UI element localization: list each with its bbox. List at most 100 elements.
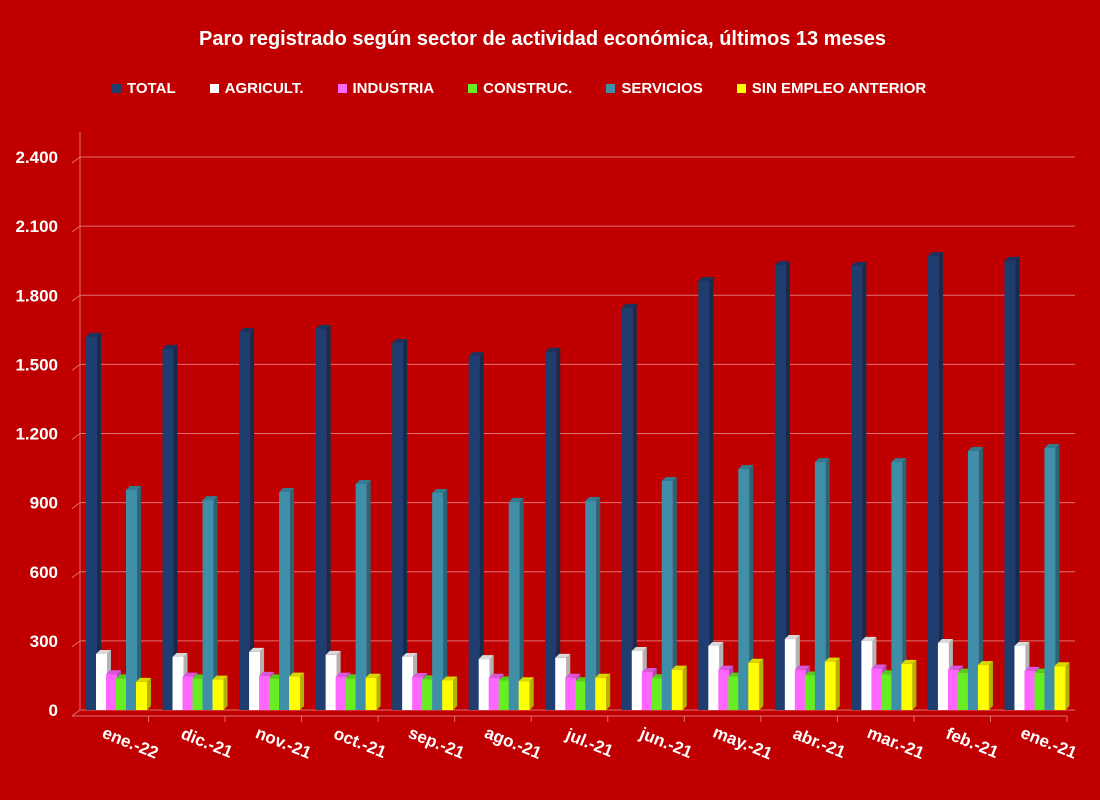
y-tick-label: 2.100	[15, 217, 58, 236]
bar-side	[300, 672, 305, 710]
bar-total	[162, 348, 174, 710]
bar-side	[606, 673, 611, 710]
bar-side	[1055, 444, 1060, 710]
bar-construc-	[728, 676, 740, 710]
chart-title: Paro registrado según sector de activida…	[199, 28, 886, 50]
bar-construc-	[269, 678, 281, 710]
bar-side	[453, 676, 458, 710]
bar-top	[289, 672, 305, 677]
bar-top	[136, 677, 151, 682]
bar-industria	[947, 669, 959, 710]
bar-side	[529, 677, 534, 710]
bar-side	[443, 488, 448, 710]
x-tick-label: may.-21	[710, 722, 775, 763]
bar-sin-empleo-anterior	[365, 677, 377, 710]
bar-top	[937, 638, 953, 643]
x-tick-label: jul.-21	[562, 725, 616, 761]
bar-top	[202, 496, 218, 501]
bar-sin-empleo-anterior	[212, 679, 224, 710]
y-tick-mark	[71, 640, 81, 648]
bar-construc-	[804, 675, 816, 710]
bar-servicios	[126, 489, 137, 710]
bar-servicios	[661, 480, 673, 710]
bar-sin-empleo-anterior	[1054, 666, 1066, 710]
legend-swatch	[337, 84, 347, 93]
bar-total	[468, 356, 480, 710]
bar-total	[86, 336, 97, 710]
bar-servicios	[432, 492, 444, 710]
bar-sin-empleo-anterior	[136, 681, 147, 710]
bar-top	[718, 665, 734, 670]
bar-top	[239, 328, 255, 333]
bar-servicios	[814, 462, 826, 710]
bar-sin-empleo-anterior	[442, 680, 454, 710]
bar-side	[213, 496, 218, 710]
bar-servicios	[891, 462, 903, 710]
bar-top	[182, 672, 198, 677]
bar-top	[212, 675, 228, 680]
bar-construc-	[192, 678, 204, 710]
bar-side	[137, 485, 141, 710]
bar-top	[249, 647, 265, 652]
bar-sin-empleo-anterior	[901, 663, 913, 710]
bar-side	[596, 497, 601, 710]
bar-top	[738, 464, 754, 469]
y-tick-label: 600	[30, 563, 58, 582]
bar-side	[1015, 256, 1020, 710]
y-tick-label: 900	[30, 494, 58, 513]
bar-top	[851, 261, 867, 266]
bar-top	[565, 673, 581, 678]
bar-total	[545, 351, 557, 710]
y-tick-mark	[71, 571, 81, 579]
legend-label: INDUSTRIA	[352, 80, 435, 97]
bar-agricult-	[96, 654, 107, 710]
bar-top	[861, 636, 877, 641]
bar-construc-	[116, 678, 127, 710]
y-tick-label: 1.500	[15, 355, 58, 374]
bar-construc-	[881, 674, 893, 710]
bar-agricult-	[631, 651, 643, 710]
legend-item: AGRICULT.	[209, 80, 304, 97]
x-tick-label: nov.-21	[253, 723, 314, 762]
bar-top	[555, 653, 571, 658]
bar-servicios	[355, 483, 367, 710]
bar-top	[508, 497, 524, 502]
y-tick-label: 1.800	[15, 286, 58, 305]
bar-side	[988, 661, 993, 710]
bar-top	[794, 665, 810, 670]
bar-industria	[794, 669, 806, 710]
x-tick-label: ene.-22	[100, 723, 161, 763]
bar-side	[759, 658, 764, 710]
legend-label: TOTAL	[127, 80, 176, 97]
bar-industria	[871, 668, 883, 710]
bar-agricult-	[249, 651, 261, 710]
x-tick-label: sep.-21	[406, 723, 467, 763]
bar-industria	[565, 677, 577, 710]
x-tick-label: ago.-21	[482, 723, 544, 763]
bar-side	[785, 261, 790, 710]
bar-total	[1004, 260, 1016, 710]
bar-side	[835, 657, 840, 710]
bar-top	[621, 303, 637, 308]
bar-top	[279, 488, 295, 493]
legend-label: SERVICIOS	[621, 80, 703, 97]
bar-top	[891, 458, 907, 463]
bar-top	[432, 488, 448, 493]
bar-top	[671, 665, 687, 670]
bar-sin-empleo-anterior	[289, 676, 301, 710]
bar-side	[556, 347, 561, 710]
bar-top	[162, 344, 178, 349]
bar-top	[518, 677, 534, 682]
bar-servicios	[202, 500, 214, 710]
bar-sin-empleo-anterior	[977, 665, 989, 710]
bar-top	[1014, 641, 1030, 646]
bar-side	[376, 673, 381, 710]
bar-side	[290, 488, 295, 710]
bar-top	[335, 672, 351, 677]
bar-side	[519, 497, 524, 710]
bar-industria	[259, 675, 271, 710]
legend-item: SERVICIOS	[606, 80, 703, 97]
bar-top	[355, 479, 371, 484]
bar-side	[173, 344, 178, 710]
bar-agricult-	[555, 657, 567, 710]
